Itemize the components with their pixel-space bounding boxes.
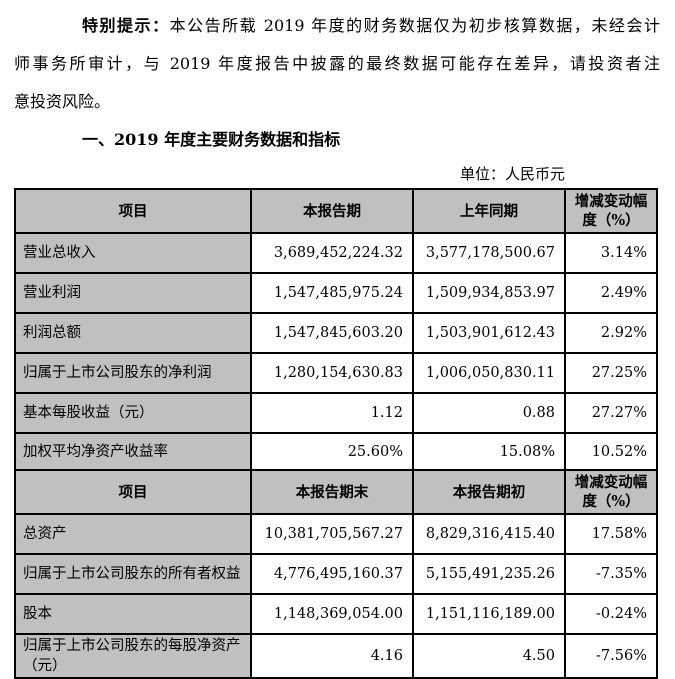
column-header-period-start: 本报告期初 <box>412 469 566 515</box>
item-cell: 基本每股收益（元） <box>14 392 252 434</box>
item-cell: 归属于上市公司股东的净利润 <box>14 352 252 394</box>
unit-label: 单位：人民币元 <box>459 165 565 183</box>
notice-line: 意投资风险。 <box>14 92 111 111</box>
item-cell: 归属于上市公司股东的每股净资产（元） <box>14 633 252 679</box>
value-cell: 10,381,705,567.27 <box>250 513 414 555</box>
table-row: 加权平均净资产收益率 25.60% 15.08% 10.52% <box>14 432 658 471</box>
column-header-period-end: 本报告期末 <box>250 469 414 515</box>
column-header-current-period: 本报告期 <box>250 188 414 234</box>
table-row: 归属于上市公司股东的净利润 1,280,154,630.83 1,006,050… <box>14 352 658 394</box>
value-cell: 0.88 <box>412 392 566 434</box>
notice-label: 特别提示： <box>82 16 170 35</box>
item-cell: 加权平均净资产收益率 <box>14 432 252 471</box>
section-title: 一、2019 年度主要财务数据和指标 <box>82 130 341 149</box>
change-cell: -7.35% <box>564 553 658 595</box>
value-cell: 1,151,116,189.00 <box>412 593 566 635</box>
column-header-item: 项目 <box>14 469 252 515</box>
change-cell: 27.25% <box>564 352 658 394</box>
change-cell: 3.14% <box>564 232 658 274</box>
value-cell: 3,689,452,224.32 <box>250 232 414 274</box>
item-cell: 利润总额 <box>14 312 252 354</box>
value-cell: 1.12 <box>250 392 414 434</box>
table-header-row: 项目 本报告期末 本报告期初 增减变动幅度（%） <box>14 469 658 515</box>
value-cell: 1,547,845,603.20 <box>250 312 414 354</box>
column-header-change: 增减变动幅度（%） <box>564 188 658 234</box>
change-cell: 2.92% <box>564 312 658 354</box>
notice-text: 本公告所载 2019 年度的财务数据仅为初步核算数据，未经会计 <box>169 16 660 35</box>
column-header-item: 项目 <box>14 188 252 234</box>
value-cell: 4,776,495,160.37 <box>250 553 414 595</box>
item-cell: 营业总收入 <box>14 232 252 274</box>
item-cell: 股本 <box>14 593 252 635</box>
table-row: 利润总额 1,547,845,603.20 1,503,901,612.43 2… <box>14 312 658 354</box>
change-cell: 17.58% <box>564 513 658 555</box>
special-notice: 特别提示：本公告所载 2019 年度的财务数据仅为初步核算数据，未经会计 师事务… <box>14 7 660 121</box>
value-cell: 1,280,154,630.83 <box>250 352 414 394</box>
value-cell: 25.60% <box>250 432 414 471</box>
value-cell: 1,006,050,830.11 <box>412 352 566 394</box>
item-cell: 归属于上市公司股东的所有者权益 <box>14 553 252 595</box>
notice-line: 特别提示：本公告所载 2019 年度的财务数据仅为初步核算数据，未经会计 <box>14 7 660 45</box>
change-cell: 10.52% <box>564 432 658 471</box>
value-cell: 4.16 <box>250 633 414 679</box>
table-row: 营业利润 1,547,485,975.24 1,509,934,853.97 2… <box>14 272 658 314</box>
value-cell: 1,547,485,975.24 <box>250 272 414 314</box>
change-cell: -7.56% <box>564 633 658 679</box>
value-cell: 1,503,901,612.43 <box>412 312 566 354</box>
item-cell: 总资产 <box>14 513 252 555</box>
value-cell: 5,155,491,235.26 <box>412 553 566 595</box>
value-cell: 1,148,369,054.00 <box>250 593 414 635</box>
table-row: 归属于上市公司股东的所有者权益 4,776,495,160.37 5,155,4… <box>14 553 658 595</box>
table-header-row: 项目 本报告期 上年同期 增减变动幅度（%） <box>14 188 658 234</box>
value-cell: 15.08% <box>412 432 566 471</box>
table-row: 归属于上市公司股东的每股净资产（元） 4.16 4.50 -7.56% <box>14 633 658 679</box>
column-header-change: 增减变动幅度（%） <box>564 469 658 515</box>
value-cell: 1,509,934,853.97 <box>412 272 566 314</box>
table-row: 基本每股收益（元） 1.12 0.88 27.27% <box>14 392 658 434</box>
table-row: 营业总收入 3,689,452,224.32 3,577,178,500.67 … <box>14 232 658 274</box>
table-row: 总资产 10,381,705,567.27 8,829,316,415.40 1… <box>14 513 658 555</box>
change-cell: 27.27% <box>564 392 658 434</box>
notice-line: 师事务所审计，与 2019 年度报告中披露的最终数据可能存在差异，请投资者注 <box>14 54 660 73</box>
change-cell: -0.24% <box>564 593 658 635</box>
value-cell: 8,829,316,415.40 <box>412 513 566 555</box>
change-cell: 2.49% <box>564 272 658 314</box>
column-header-prior-period: 上年同期 <box>412 188 566 234</box>
value-cell: 4.50 <box>412 633 566 679</box>
value-cell: 3,577,178,500.67 <box>412 232 566 274</box>
table-row: 股本 1,148,369,054.00 1,151,116,189.00 -0.… <box>14 593 658 635</box>
financial-table: 项目 本报告期 上年同期 增减变动幅度（%） 营业总收入 3,689,452,2… <box>14 188 658 679</box>
item-cell: 营业利润 <box>14 272 252 314</box>
